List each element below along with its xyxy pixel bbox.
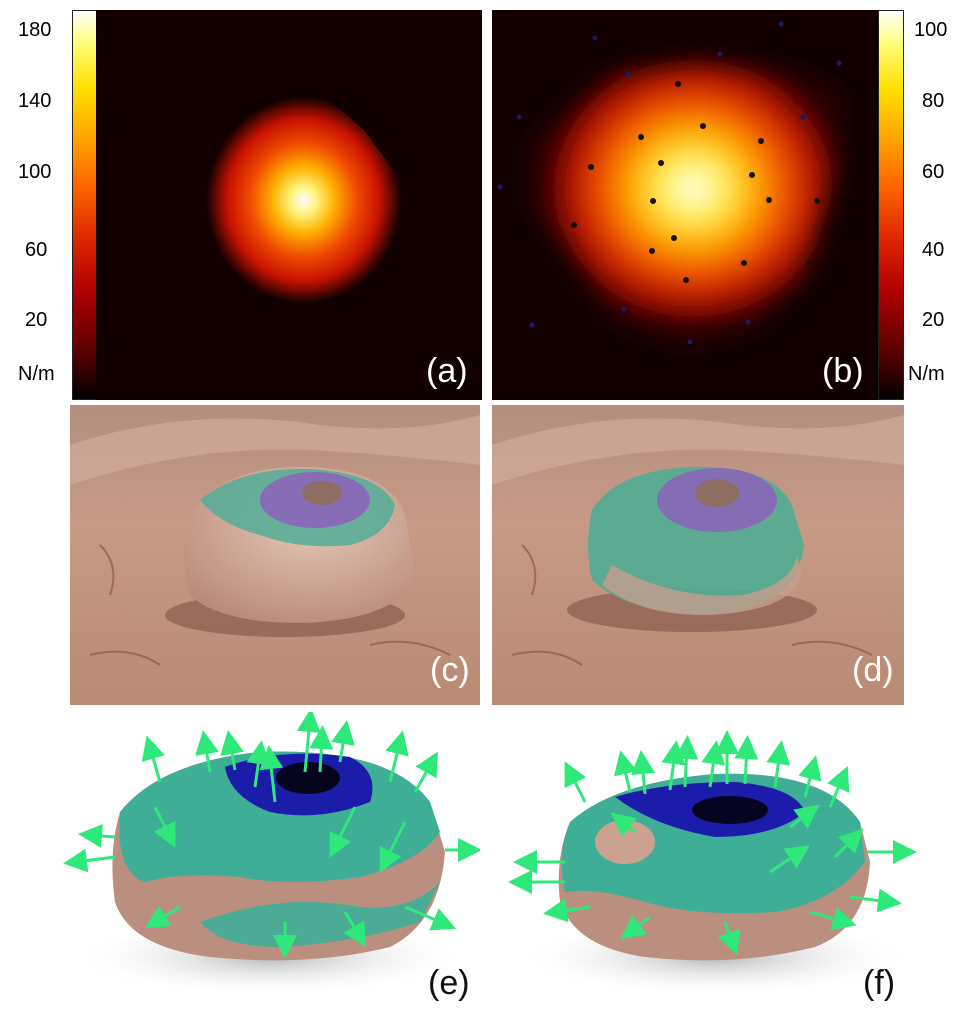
model-f-graphic [508,730,917,997]
right-colorbar-tick: 100 [914,19,948,41]
panel-label-a: (a) [426,352,468,390]
photo-c-graphic [70,405,480,705]
right-colorbar-tick: 40 [922,239,945,261]
panel-label-d: (d) [852,651,894,689]
left-colorbar-unit: N/m [18,363,55,385]
normal-arrows-f [508,730,917,956]
left-colorbar-tick: 60 [25,239,48,261]
model-panel-e: (e) [60,712,480,1012]
right-colorbar: 100 80 60 40 20 N/m [878,0,974,400]
heatmap-b-graphic [492,10,878,400]
left-colorbar: 180 140 100 60 20 N/m [0,0,98,400]
right-colorbar-tick: 80 [922,90,945,112]
heatmap-a-graphic [96,10,482,400]
photo-panel-d: (d) [492,405,904,705]
left-colorbar-tick: 140 [18,90,52,112]
model-panel-f: (f) [505,712,925,1012]
left-colorbar-tick: 20 [25,309,48,331]
heatmap-panel-b: (b) [492,10,878,400]
normal-arrows-e [63,712,480,959]
photo-d-graphic [492,405,904,705]
heatmap-panel-a: (a) [96,10,482,400]
right-colorbar-tick: 60 [922,161,945,183]
panel-label-e: (e) [428,964,470,1002]
left-colorbar-tick: 100 [18,161,52,183]
sensor-points [571,81,820,283]
sensor-points-outer [497,21,842,345]
panel-label-b: (b) [822,352,864,390]
right-colorbar-gradient [878,10,904,400]
right-colorbar-unit: N/m [908,363,945,385]
right-colorbar-tick: 20 [922,309,945,331]
panel-label-f: (f) [863,964,896,1002]
left-colorbar-tick: 180 [18,19,52,41]
photo-panel-c: (c) [70,405,480,705]
left-colorbar-gradient [72,10,98,400]
panel-label-c: (c) [430,651,470,689]
model-e-graphic [63,712,480,997]
